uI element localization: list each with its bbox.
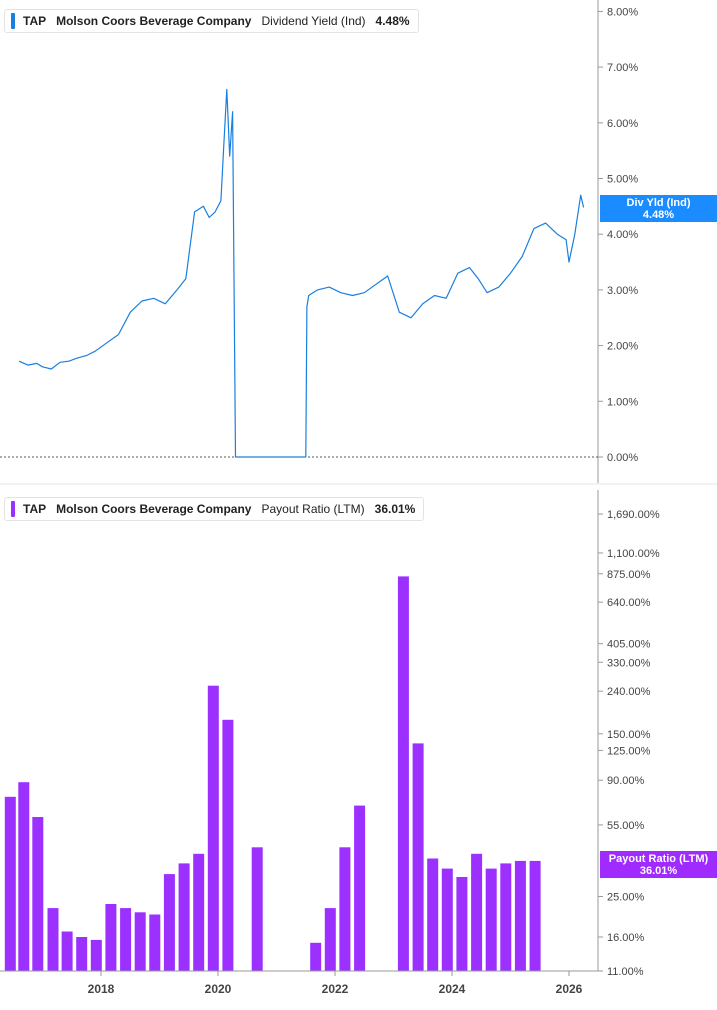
payout-bar [134,912,146,971]
x-tick-label: 2024 [439,982,466,996]
y-tick-label: 125.00% [607,745,651,757]
payout-bar [163,874,175,971]
dividend-yield-line [18,88,585,458]
payout-bar [207,685,219,971]
y-tick-label: 1,690.00% [607,509,660,521]
legend-payout-ratio[interactable]: TAP Molson Coors Beverage Company Payout… [4,497,425,521]
y-tick-label: 2.00% [607,341,638,353]
y-tick-label: 405.00% [607,639,651,651]
payout-bar [251,847,263,971]
y-tick-label: 640.00% [607,597,651,609]
badge-label: Payout Ratio (LTM) [608,853,709,865]
legend-swatch [11,501,15,517]
badge-value: 36.01% [639,865,678,877]
payout-bar [441,868,453,971]
payout-bar [149,914,161,971]
badge-value: 4.48% [642,209,675,221]
payout-bar [32,817,44,971]
y-tick-label: 875.00% [607,569,651,581]
payout-bar [485,868,497,971]
payout-bar [514,860,526,971]
legend-metric: Dividend Yield (Ind) [261,14,366,28]
current-value-badge-payout: Payout Ratio (LTM) 36.01% [600,851,717,878]
y-tick-label: 7.00% [607,62,638,74]
y-tick-label: 5.00% [607,174,638,186]
x-tick-label: 2018 [88,982,115,996]
legend-metric: Payout Ratio (LTM) [261,502,365,516]
y-tick-label: 3.00% [607,285,638,297]
payout-bar [18,782,30,971]
payout-bar [222,719,234,971]
payout-bar [324,908,336,971]
payout-bar [354,805,366,971]
legend-dividend-yield[interactable]: TAP Molson Coors Beverage Company Divide… [4,9,419,33]
legend-company: Molson Coors Beverage Company [56,502,252,516]
legend-company: Molson Coors Beverage Company [56,14,252,28]
y-tick-label: 16.00% [607,932,645,944]
payout-bar [339,847,351,971]
payout-bar [4,796,16,971]
legend-ticker: TAP [23,502,47,516]
y-tick-label: 8.00% [607,6,638,18]
legend-swatch [11,13,15,29]
legend-ticker: TAP [23,14,47,28]
payout-bar [427,858,439,971]
y-tick-label: 4.00% [607,229,638,241]
payout-bar [193,853,205,971]
y-tick-label: 330.00% [607,657,651,669]
legend-value: 36.01% [374,502,416,516]
y-tick-label: 1,100.00% [607,548,660,560]
y-tick-label: 25.00% [607,891,645,903]
y-tick-label: 1.00% [607,396,638,408]
payout-bar [310,942,322,971]
legend-value: 4.48% [375,14,410,28]
y-tick-label: 240.00% [607,686,651,698]
payout-bar [178,863,190,971]
payout-bar [90,939,102,971]
payout-bar [471,853,483,971]
payout-bar [456,877,468,971]
payout-bar [47,908,59,971]
payout-bar [500,863,512,971]
current-value-badge-yield: Div Yld (Ind) 4.48% [600,195,717,222]
x-tick-label: 2020 [205,982,232,996]
payout-bar [76,937,88,971]
payout-bar [529,860,541,971]
y-tick-label: 11.00% [607,966,644,978]
payout-bar [397,576,409,971]
payout-bar [61,931,73,971]
badge-label: Div Yld (Ind) [626,197,691,209]
payout-bar [105,904,117,971]
x-tick-label: 2022 [322,982,349,996]
payout-bar [120,908,132,971]
x-tick-label: 2026 [556,982,583,996]
payout-bar [412,743,424,971]
y-tick-label: 150.00% [607,729,651,741]
y-tick-label: 55.00% [607,820,645,832]
y-tick-label: 90.00% [607,775,645,787]
y-tick-label: 6.00% [607,118,638,130]
y-tick-label: 0.00% [607,452,638,464]
